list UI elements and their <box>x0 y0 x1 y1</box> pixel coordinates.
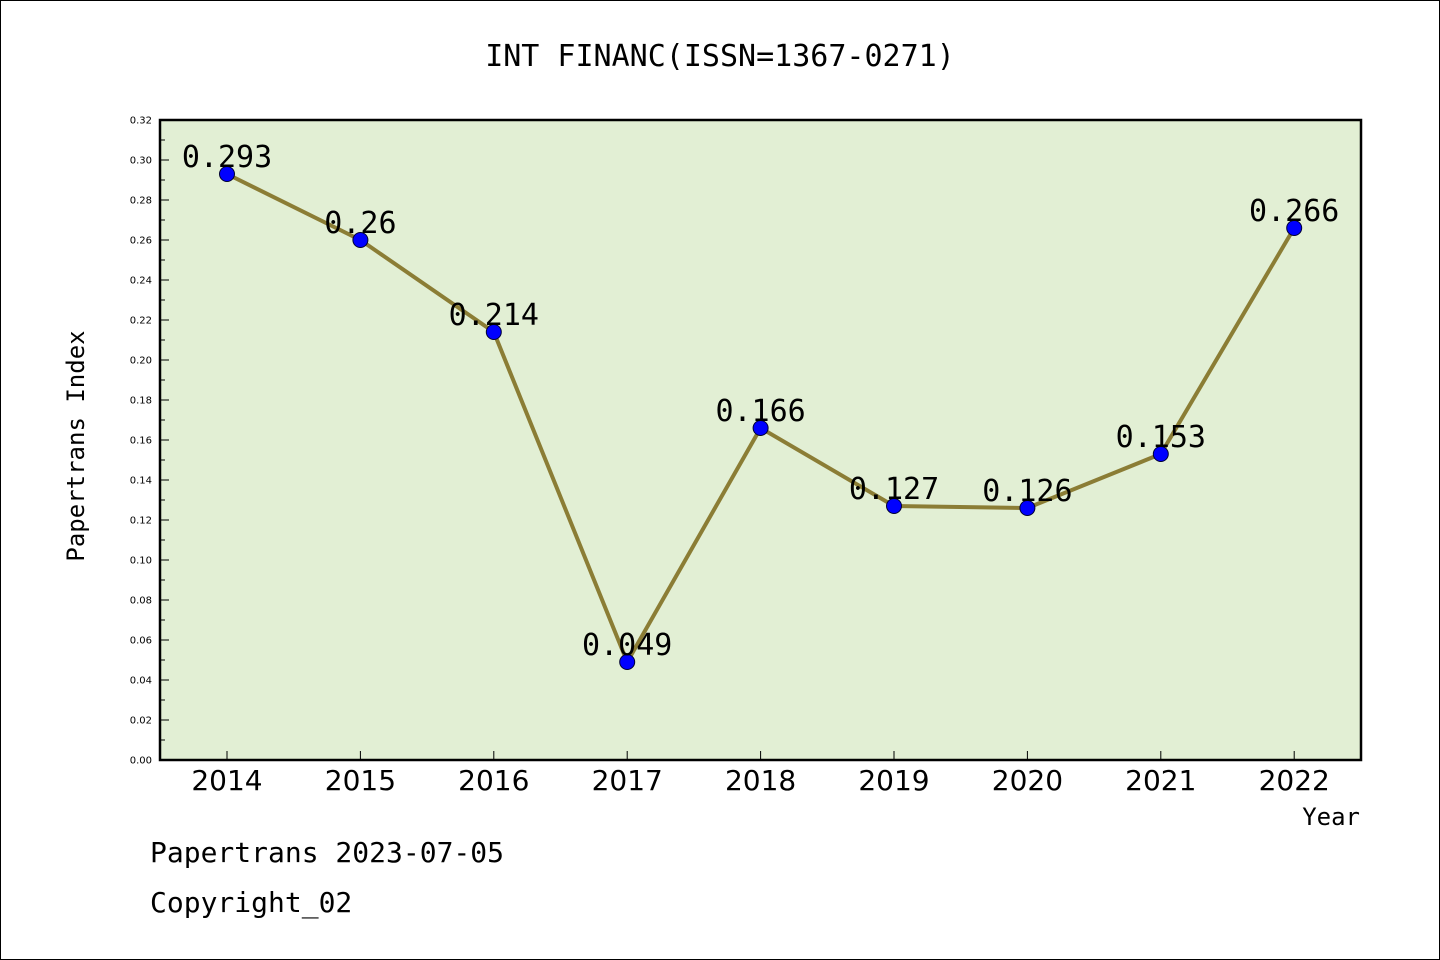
data-point <box>1019 500 1036 516</box>
x-tick-label: 2022 <box>1259 764 1330 797</box>
x-tick-label: 2021 <box>1125 764 1196 797</box>
data-label: 0.214 <box>449 298 539 333</box>
x-tick-label: 2017 <box>592 764 663 797</box>
data-label: 0.127 <box>849 472 939 507</box>
y-tick-label: 0.18 <box>130 396 152 407</box>
plot-border <box>158 118 1363 762</box>
y-tick-label: 0.32 <box>130 116 152 127</box>
x-tick-label: 2016 <box>458 764 529 797</box>
x-tick-label: 2014 <box>191 764 262 797</box>
x-tick-label: 2015 <box>325 764 396 797</box>
data-label: 0.126 <box>982 474 1072 509</box>
data-label: 0.049 <box>582 628 672 663</box>
y-tick-label: 0.14 <box>130 476 152 487</box>
data-label: 0.293 <box>182 140 272 175</box>
y-tick-label: 0.06 <box>130 636 152 647</box>
y-tick-label: 0.12 <box>130 516 152 527</box>
data-point <box>219 166 235 182</box>
y-tick-label: 0.16 <box>130 436 152 447</box>
plot-area: 0.00 0.02 0.04 0.06 0.08 0.10 0.12 0.14 0.16 0.18… <box>130 116 1363 797</box>
data-point <box>352 232 369 248</box>
y-tick-label: 0.08 <box>130 596 152 607</box>
y-tick-label: 0.04 <box>130 676 152 687</box>
data-point <box>752 420 769 436</box>
y-tick-label: 0.28 <box>130 196 152 207</box>
y-tick-label: 0.10 <box>130 556 152 567</box>
data-point <box>485 324 502 340</box>
y-tick-label: 0.26 <box>130 236 152 247</box>
y-axis-label: Papertrans Index <box>62 330 90 561</box>
y-tick-label: 0.30 <box>130 156 152 167</box>
data-point <box>886 498 902 514</box>
data-point <box>1152 446 1169 462</box>
data-point <box>619 654 636 670</box>
data-label: 0.266 <box>1249 194 1339 229</box>
y-tick-label: 0.20 <box>130 356 152 367</box>
data-label: 0.166 <box>715 394 805 429</box>
x-tick-label: 2020 <box>992 764 1063 797</box>
y-tick-label: 0.24 <box>130 276 152 287</box>
y-tick-label: 0.22 <box>130 316 152 327</box>
data-label: 0.153 <box>1116 420 1206 455</box>
x-tick-label: 2019 <box>858 764 929 797</box>
chart-title: INT FINANC(ISSN=1367-0271) <box>485 39 955 74</box>
x-tick-label: 2018 <box>725 764 796 797</box>
x-axis-label: Year <box>1302 803 1360 831</box>
y-tick-label: 0.02 <box>130 716 152 727</box>
y-tick-label: 0.00 <box>130 756 152 767</box>
plot-background <box>160 120 1361 760</box>
footer-copyright: Copyright_02 <box>150 886 353 919</box>
data-point <box>1286 220 1303 236</box>
data-label: 0.26 <box>324 206 396 241</box>
footer-date: Papertrans 2023-07-05 <box>150 836 505 869</box>
